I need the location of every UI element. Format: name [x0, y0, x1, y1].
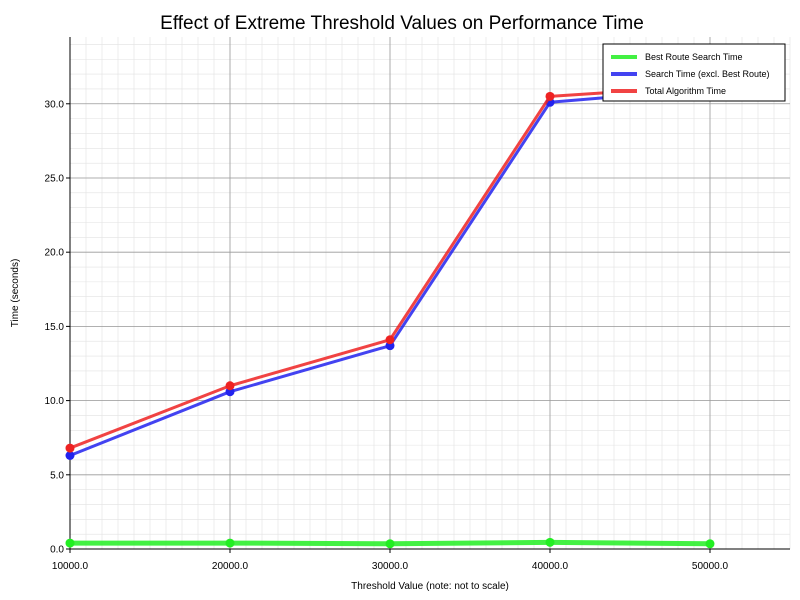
tick-labels: 0.0 5.0 10.0 15.0 20.0 25.0 30.0 10000.0 20000.0…: [45, 99, 729, 572]
x-tick-label: 20000.0: [212, 561, 249, 572]
y-tick-label: 0.0: [50, 545, 64, 556]
data-point: [65, 538, 75, 548]
data-point: [385, 539, 395, 549]
major-grid: [69, 37, 790, 550]
axes: [66, 37, 790, 553]
x-axis-label: Threshold Value (note: not to scale): [351, 581, 509, 592]
y-axis-label: Time (seconds): [10, 259, 21, 328]
x-tick-label: 10000.0: [52, 561, 89, 572]
x-tick-label: 40000.0: [532, 561, 569, 572]
legend-label: Best Route Search Time: [645, 52, 743, 62]
y-tick-label: 10.0: [45, 396, 65, 407]
legend-label: Search Time (excl. Best Route): [645, 69, 770, 79]
y-tick-label: 30.0: [45, 99, 65, 110]
y-tick-label: 15.0: [45, 322, 65, 333]
y-tick-label: 20.0: [45, 248, 65, 259]
series-group: [65, 537, 715, 549]
legend: Best Route Search Time Search Time (excl.…: [602, 43, 786, 102]
x-tick-label: 50000.0: [692, 561, 729, 572]
y-tick-label: 5.0: [50, 470, 64, 481]
y-tick-label: 25.0: [45, 173, 65, 184]
data-point: [545, 537, 555, 547]
data-point: [65, 443, 75, 453]
legend-label: Total Algorithm Time: [645, 86, 726, 96]
data-point: [225, 538, 235, 548]
data-point: [385, 335, 395, 345]
data-point: [225, 381, 235, 391]
data-point: [705, 539, 715, 549]
chart-title: Effect of Extreme Threshold Values on Pe…: [160, 13, 644, 34]
x-tick-label: 30000.0: [372, 561, 409, 572]
minor-grid: [69, 37, 791, 550]
data-point: [65, 451, 75, 461]
data-point: [545, 91, 555, 101]
